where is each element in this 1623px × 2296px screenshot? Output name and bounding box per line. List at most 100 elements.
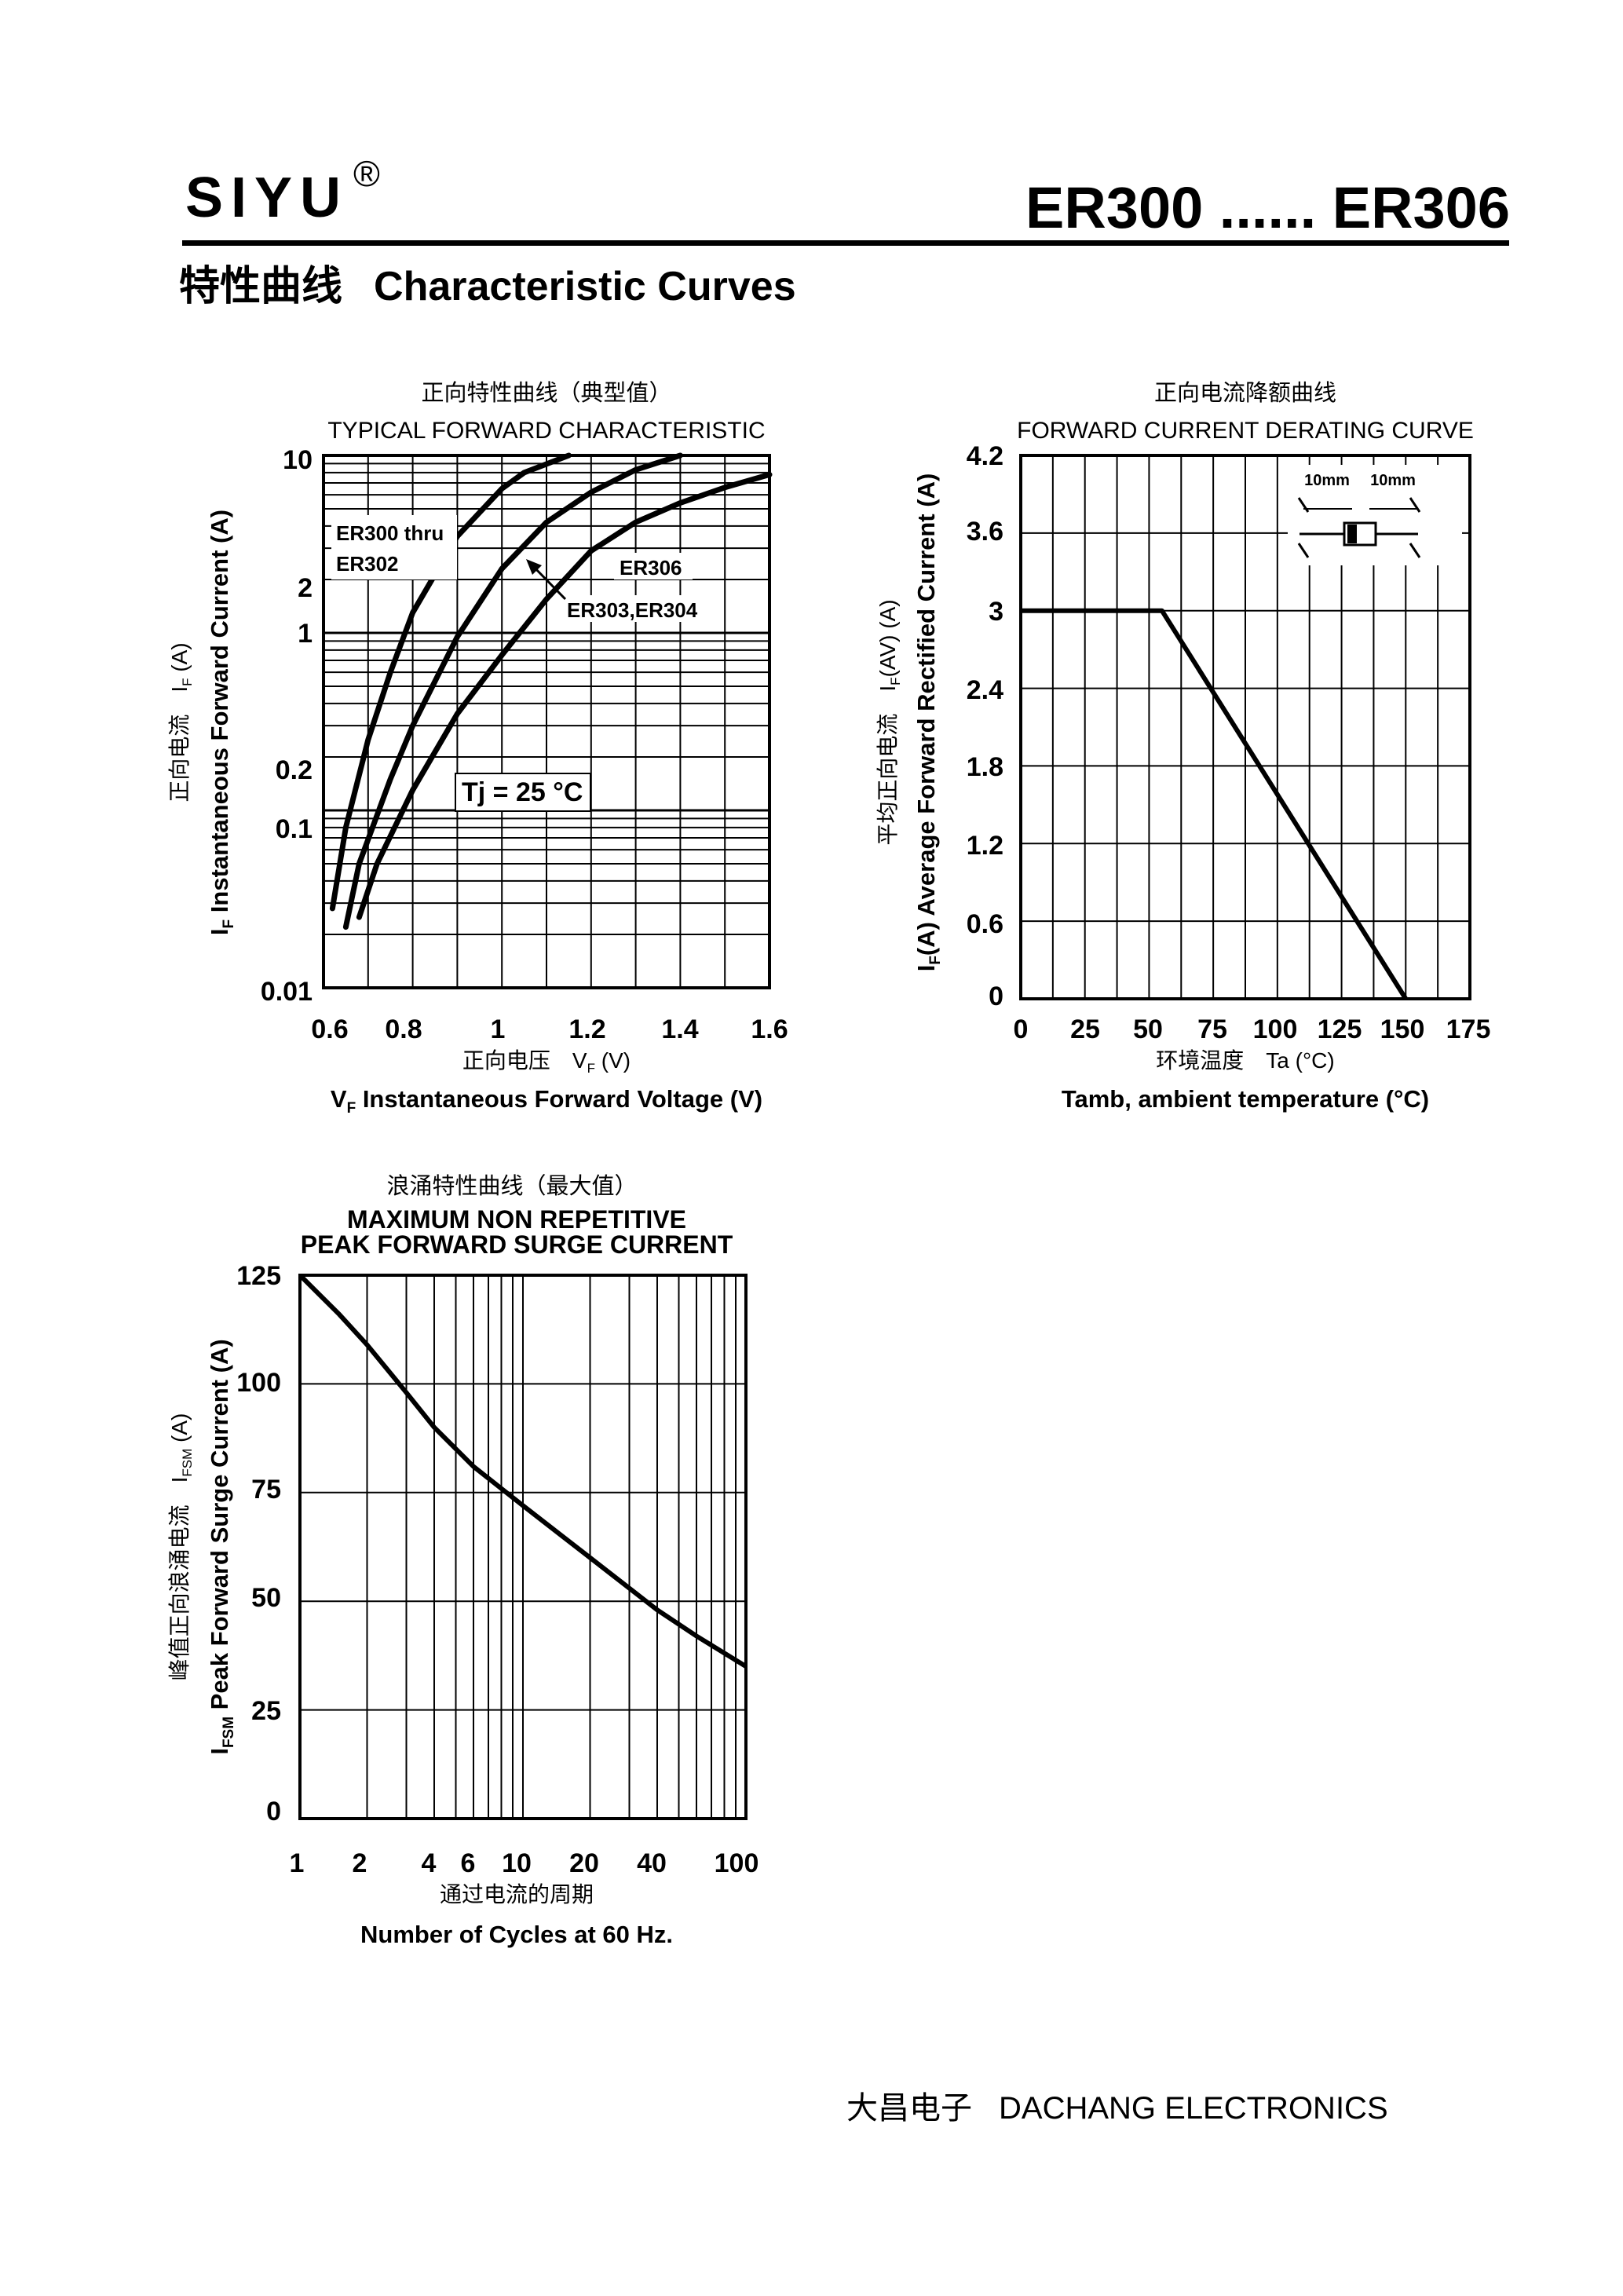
- inset-label: 10mm: [1304, 472, 1350, 489]
- y-axis-label-cn: 正向电流 IF​ (A): [167, 642, 195, 802]
- chart-title-cn: 正向特性曲线（典型值）: [421, 380, 671, 406]
- y-tick-label: 2: [298, 573, 313, 603]
- section-title-en: Characteristic Curves: [374, 264, 796, 309]
- annotation-box: [455, 773, 591, 812]
- x-tick-label: 0: [1014, 1015, 1029, 1044]
- x-tick-label: 40: [637, 1848, 667, 1878]
- x-tick-label: 1.2: [568, 1015, 605, 1044]
- inset-label: 10mm: [1370, 472, 1416, 489]
- y-tick-label: 0.2: [276, 755, 313, 785]
- x-tick-label: 1.4: [661, 1015, 698, 1044]
- section-title: 特性曲线 Characteristic Curves: [179, 253, 796, 312]
- break-mark: [1409, 497, 1421, 513]
- y-tick-label: 1.8: [967, 752, 1003, 782]
- label-bg: [562, 595, 716, 622]
- y-axis-label: IFSM​ Peak Forward Surge Current (A): [206, 1339, 237, 1754]
- footer: 大昌电子 DACHANG ELECTRONICS: [846, 2082, 1415, 2128]
- registered-mark: ®: [353, 153, 380, 194]
- x-tick-label: 125: [1318, 1015, 1362, 1044]
- y-axis-label: IF​ Instantaneous Forward Current (A): [206, 510, 237, 935]
- x-axis-label: VF​ Instantaneous Forward Voltage (V): [331, 1085, 762, 1117]
- y-axis-label: IF​(A) Average Forward Rectified Current…: [912, 473, 944, 972]
- series-label: ER306: [620, 556, 682, 579]
- x-tick-label: 0.6: [311, 1015, 348, 1044]
- annotation-arrowhead: [526, 559, 542, 575]
- y-tick-label: 0.01: [261, 977, 313, 1007]
- inset-bg: [1288, 465, 1462, 565]
- brand-name: SIYU: [185, 166, 349, 229]
- chart-title-cn: 浪涌特性曲线（最大值）: [386, 1173, 637, 1199]
- y-tick-label: 1: [298, 619, 313, 649]
- y-axis-label-cn: 峰值正向浪涌电流 IFSM​ (A): [167, 1413, 195, 1681]
- x-tick-label: 2: [353, 1848, 367, 1878]
- break-mark: [1297, 543, 1310, 558]
- y-axis-label-cn: 平均正向电流 IF​(AV) (A): [875, 599, 903, 845]
- label-bg: [331, 515, 457, 579]
- chart-title: MAXIMUM NON REPETITIVE: [347, 1205, 686, 1234]
- series-label: ER302: [336, 552, 399, 576]
- chart-surge: 1 2 4 6 10 20 40 100 0 25 50 75 100 125 浪涌特性曲线（最大值） MAX…: [167, 1173, 758, 1948]
- package-diagram-icon: 10mm 10mm: [1288, 465, 1462, 565]
- y-tick-label: 0.1: [276, 814, 313, 844]
- footer-company-en: DACHANG ELECTRONICS: [999, 2091, 1388, 2126]
- y-tick-label: 3: [989, 597, 1003, 627]
- y-tick-label: 0.6: [967, 909, 1003, 939]
- footer-company-cn: 大昌电子: [846, 2091, 972, 2126]
- y-tick-label: 3.6: [967, 517, 1003, 547]
- series-line: [1021, 608, 1408, 1000]
- x-tick-label: 150: [1380, 1015, 1425, 1044]
- x-tick-label: 175: [1446, 1015, 1491, 1044]
- break-mark: [1409, 543, 1421, 558]
- y-tick-label: 50: [251, 1583, 281, 1613]
- x-tick-label: 100: [715, 1848, 759, 1878]
- x-tick-label: 4: [422, 1848, 437, 1878]
- plot-frame: [1019, 454, 1471, 1000]
- series-line: [356, 471, 773, 920]
- x-tick-label: 1.6: [751, 1015, 788, 1044]
- y-tick-label: 100: [236, 1368, 281, 1398]
- x-tick-label: 0.8: [385, 1015, 422, 1044]
- x-tick-label: 50: [1133, 1015, 1163, 1044]
- break-mark: [1297, 497, 1310, 513]
- chart-forward: ER300 thru ER302 ER306 ER303,ER304 Tj = 25 °…: [167, 380, 788, 1117]
- series-line: [342, 452, 683, 930]
- x-tick-label: 1: [290, 1848, 305, 1878]
- series-label: ER303,ER304: [567, 598, 698, 622]
- x-tick-label: 10: [502, 1848, 532, 1878]
- x-tick-label: 1: [491, 1015, 506, 1044]
- y-tick-label: 0: [989, 982, 1003, 1011]
- plot-frame: [298, 1274, 748, 1820]
- chart-title: TYPICAL FORWARD CHARACTERISTIC: [327, 418, 765, 444]
- y-tick-label: 75: [251, 1475, 281, 1504]
- section-title-cn: 特性曲线: [179, 263, 343, 310]
- series-line: [298, 1273, 748, 1669]
- annotation-text: Tj = 25 °C: [462, 777, 583, 807]
- y-tick-label: 0: [266, 1797, 281, 1826]
- x-axis-label-cn: 环境温度 Ta (°C): [1156, 1048, 1334, 1073]
- y-tick-label: 25: [251, 1696, 281, 1726]
- series-label: ER300 thru: [336, 521, 444, 545]
- x-axis-label-cn: 正向电压 VF​ (V): [462, 1048, 631, 1076]
- chart-title-cn: 正向电流降额曲线: [1154, 380, 1336, 406]
- y-tick-label: 2.4: [967, 675, 1003, 705]
- diode-band: [1347, 525, 1357, 543]
- x-tick-label: 20: [569, 1848, 599, 1878]
- brand-logo: SIYU ®: [185, 153, 380, 230]
- y-tick-label: 10: [283, 445, 313, 475]
- y-tick-label: 1.2: [967, 831, 1003, 861]
- x-axis-label-cn: 通过电流的周期: [440, 1882, 594, 1907]
- y-tick-label: 4.2: [967, 441, 1003, 471]
- header-rule: [182, 240, 1509, 246]
- x-axis-label: Number of Cycles at 60 Hz.: [360, 1921, 673, 1948]
- x-tick-label: 100: [1253, 1015, 1298, 1044]
- chart-derating: 10mm 10mm 0 25 50 75 100 125 150 175 0 0.6 1.2 1.8 2.4…: [875, 380, 1490, 1113]
- x-tick-label: 75: [1197, 1015, 1227, 1044]
- x-axis-label: Tamb, ambient temperature (°C): [1062, 1085, 1429, 1113]
- x-tick-label: 25: [1070, 1015, 1100, 1044]
- y-tick-label: 125: [236, 1261, 281, 1291]
- label-bg: [614, 553, 693, 579]
- series-line: [329, 452, 572, 912]
- chart-title: FORWARD CURRENT DERATING CURVE: [1017, 418, 1474, 444]
- x-tick-label: 6: [461, 1848, 476, 1878]
